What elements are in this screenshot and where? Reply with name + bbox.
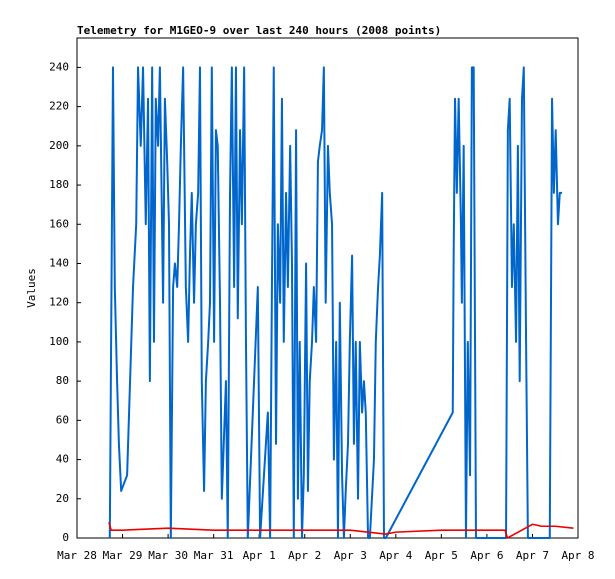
x-tick-label: Apr 8 <box>561 549 594 562</box>
x-tick-label: Mar 31 <box>194 549 234 562</box>
y-tick-label: 80 <box>56 374 69 387</box>
x-tick-label: Apr 4 <box>379 549 412 562</box>
x-tick-label: Mar 30 <box>148 549 188 562</box>
x-tick-label: Mar 29 <box>103 549 143 562</box>
y-tick-label: 140 <box>49 256 69 269</box>
y-tick-label: 200 <box>49 139 69 152</box>
plot-frame <box>76 37 579 539</box>
y-tick-label: 120 <box>49 296 69 309</box>
x-tick-label: Apr 3 <box>334 549 367 562</box>
y-tick-label: 0 <box>62 531 69 544</box>
x-tick-label: Apr 1 <box>243 549 276 562</box>
x-tick-label: Apr 2 <box>288 549 321 562</box>
y-tick-label: 180 <box>49 178 69 191</box>
y-tick-label: 60 <box>56 413 69 426</box>
y-tick-label: 220 <box>49 100 69 113</box>
x-tick-label: Apr 7 <box>516 549 549 562</box>
y-tick-label: 100 <box>49 335 69 348</box>
y-tick-label: 20 <box>56 492 69 505</box>
y-tick-label: 40 <box>56 453 69 466</box>
y-tick-label: 240 <box>49 60 69 73</box>
x-tick-label: Mar 28 <box>57 549 97 562</box>
y-axis-label: Values <box>25 268 38 308</box>
x-tick-label: Apr 6 <box>470 549 503 562</box>
chart-title: Telemetry for M1GEO-9 over last 240 hour… <box>77 24 441 37</box>
x-tick-label: Apr 5 <box>425 549 458 562</box>
data-line <box>108 522 574 539</box>
y-tick-label: 160 <box>49 217 69 230</box>
data-line <box>108 66 563 539</box>
